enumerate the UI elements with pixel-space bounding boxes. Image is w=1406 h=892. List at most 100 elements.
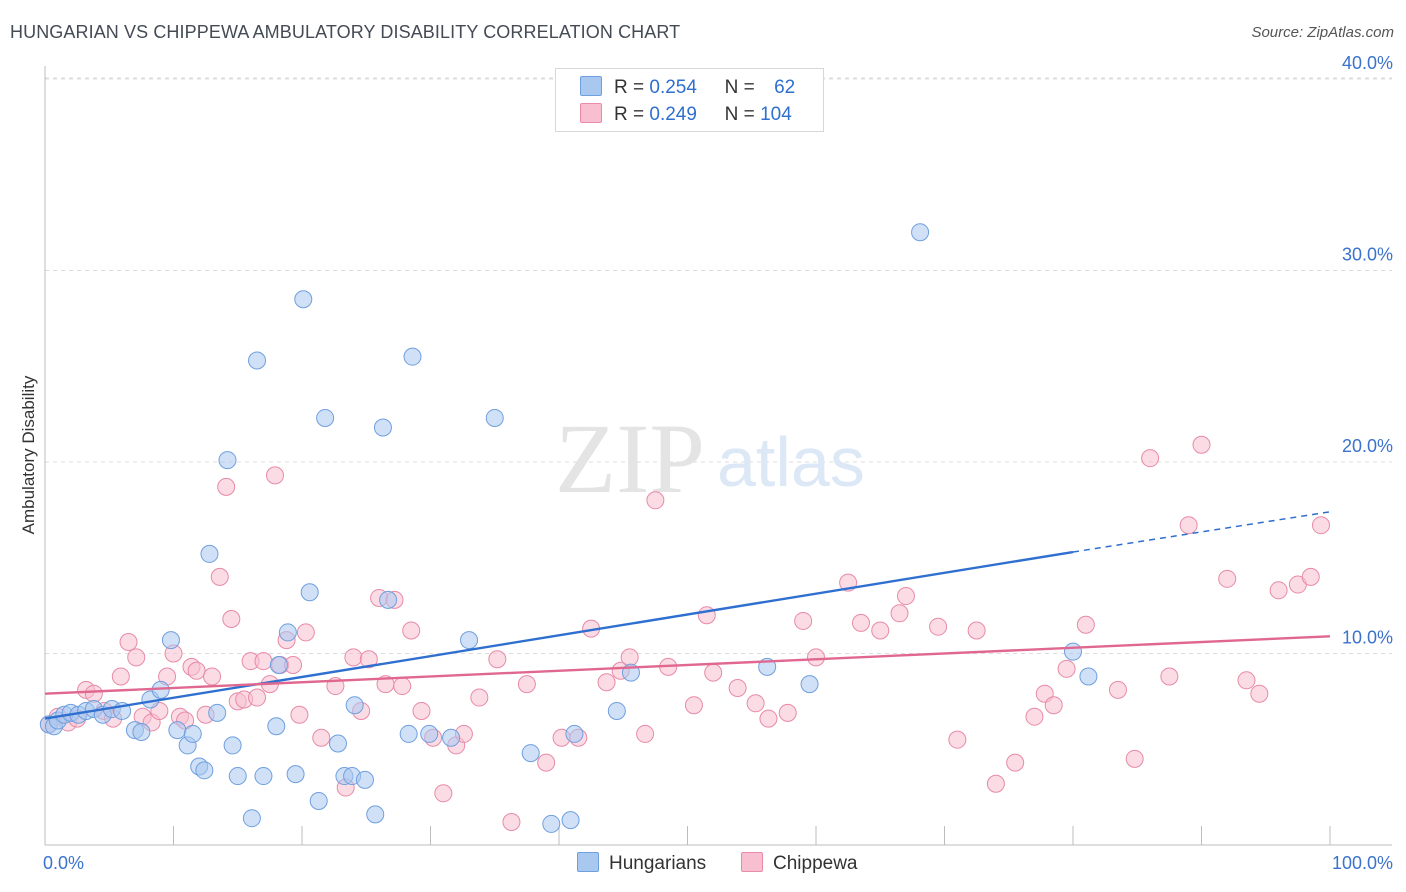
data-point	[488, 650, 507, 669]
legend-n-label: N =	[724, 77, 755, 98]
data-point	[248, 351, 267, 370]
data-point	[412, 701, 431, 720]
data-point	[542, 814, 561, 833]
data-point	[1079, 667, 1098, 686]
data-point	[759, 709, 778, 728]
data-point	[1218, 569, 1237, 588]
data-point	[203, 667, 222, 686]
data-point	[442, 728, 461, 747]
data-point	[1044, 696, 1063, 715]
grid-lines	[45, 77, 1392, 654]
data-point	[132, 723, 151, 742]
data-point	[355, 770, 374, 789]
legend-n-value: 104	[760, 104, 792, 125]
chart-title: HUNGARIAN VS CHIPPEWA AMBULATORY DISABIL…	[10, 22, 681, 42]
watermark-atlas: atlas	[717, 423, 865, 501]
data-point	[223, 736, 242, 755]
data-point	[521, 744, 540, 763]
data-point	[1141, 449, 1160, 468]
data-point	[286, 765, 305, 784]
data-point	[517, 675, 536, 694]
legend-r-label: R =	[614, 77, 645, 98]
data-point	[502, 813, 521, 832]
data-point	[296, 623, 315, 642]
data-point	[420, 724, 439, 743]
data-point	[248, 688, 267, 707]
data-point	[379, 590, 398, 609]
legend-r-value: 0.254	[649, 77, 697, 98]
data-point	[1301, 567, 1320, 586]
data-point	[967, 621, 986, 640]
data-point	[704, 663, 723, 682]
data-point	[911, 223, 930, 242]
data-point	[373, 418, 392, 437]
data-point	[1192, 435, 1211, 454]
legend-label-hungarians: Hungarians	[609, 853, 707, 874]
y-axis-label: Ambulatory Disability	[19, 375, 38, 534]
legend-r-value: 0.249	[649, 104, 697, 125]
data-point	[218, 451, 237, 470]
data-point	[84, 684, 103, 703]
data-point	[646, 491, 665, 510]
data-point	[254, 767, 273, 786]
data-point	[800, 675, 819, 694]
data-point	[344, 648, 363, 667]
data-point	[1179, 516, 1198, 535]
data-point	[316, 408, 335, 427]
data-point	[871, 621, 890, 640]
series-legend: Hungarians Chippewa	[0, 852, 1406, 878]
data-point	[119, 633, 138, 652]
data-point	[222, 610, 241, 629]
data-point	[890, 604, 909, 623]
data-point	[620, 648, 639, 667]
data-point	[434, 784, 453, 803]
legend-item-chippewa[interactable]: Chippewa	[741, 852, 858, 875]
legend-item-hungarians[interactable]: Hungarians	[577, 852, 706, 875]
legend-swatch-chippewa	[580, 103, 602, 123]
data-point	[565, 724, 584, 743]
data-point	[684, 696, 703, 715]
data-point	[187, 661, 206, 680]
data-point	[460, 631, 479, 650]
data-point	[929, 617, 948, 636]
data-point	[403, 347, 422, 366]
data-point	[896, 587, 915, 606]
axes	[44, 66, 1392, 846]
legend-swatch-hungarians	[580, 76, 602, 96]
data-point	[636, 724, 655, 743]
data-point	[986, 774, 1005, 793]
data-point	[794, 611, 813, 630]
data-point	[254, 652, 273, 671]
legend-row-chippewa: R = 0.249 N = 104	[580, 103, 792, 127]
data-point	[561, 811, 580, 830]
data-point	[1006, 753, 1025, 772]
data-point	[366, 805, 385, 824]
data-point	[183, 724, 202, 743]
data-point	[1108, 680, 1127, 699]
data-point	[242, 809, 261, 828]
data-point	[309, 791, 328, 810]
data-point	[266, 466, 285, 485]
data-point	[195, 761, 214, 780]
data-point	[111, 667, 130, 686]
data-point	[345, 696, 364, 715]
data-point	[851, 613, 870, 632]
x-tick-label: 100.0%	[1332, 853, 1393, 873]
data-point	[1269, 581, 1288, 600]
data-point	[402, 621, 421, 640]
legend-swatch-chippewa	[741, 852, 763, 872]
trend-lines	[44, 511, 1331, 720]
y-tick-label: 30.0%	[1342, 245, 1393, 265]
data-point	[1064, 642, 1082, 661]
data-point	[778, 703, 797, 722]
data-point	[393, 677, 412, 696]
data-point	[228, 767, 247, 786]
data-point	[1237, 671, 1256, 690]
data-point	[1312, 516, 1331, 535]
data-point	[210, 567, 229, 586]
data-point	[312, 728, 331, 747]
data-point	[217, 477, 236, 496]
data-point	[607, 701, 626, 720]
data-point	[161, 631, 180, 650]
data-points	[39, 223, 1331, 833]
